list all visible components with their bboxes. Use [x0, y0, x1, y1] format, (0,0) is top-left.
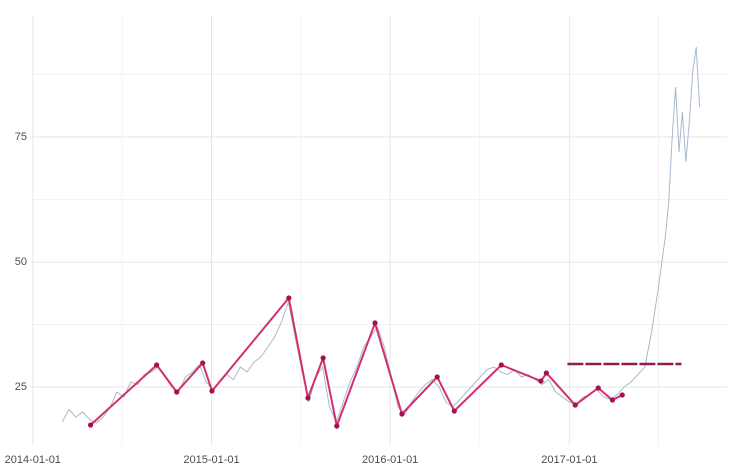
point: [305, 395, 311, 401]
point: [572, 402, 578, 408]
point: [498, 362, 504, 368]
point: [434, 374, 440, 380]
x-tick-label: 2015-01-01: [183, 454, 239, 466]
point: [87, 422, 94, 428]
point: [609, 397, 616, 403]
y-tick-label: 75: [15, 131, 27, 143]
point: [543, 370, 549, 376]
point: [209, 388, 215, 394]
point: [334, 423, 340, 429]
x-tick-label: 2016-01-01: [362, 454, 418, 466]
point: [595, 385, 601, 391]
point: [174, 389, 180, 395]
y-tick-label: 50: [15, 256, 27, 268]
point: [538, 378, 544, 384]
point: [154, 362, 160, 368]
point: [320, 355, 326, 361]
x-tick-label: 2014-01-01: [5, 454, 61, 466]
point: [372, 320, 378, 326]
y-tick-label: 25: [15, 381, 27, 393]
point: [619, 392, 625, 398]
point: [286, 295, 292, 301]
point: [451, 408, 457, 414]
point: [200, 360, 206, 366]
x-tick-label: 2017-01-01: [541, 454, 597, 466]
point: [399, 411, 405, 417]
series-line: [89, 295, 623, 430]
